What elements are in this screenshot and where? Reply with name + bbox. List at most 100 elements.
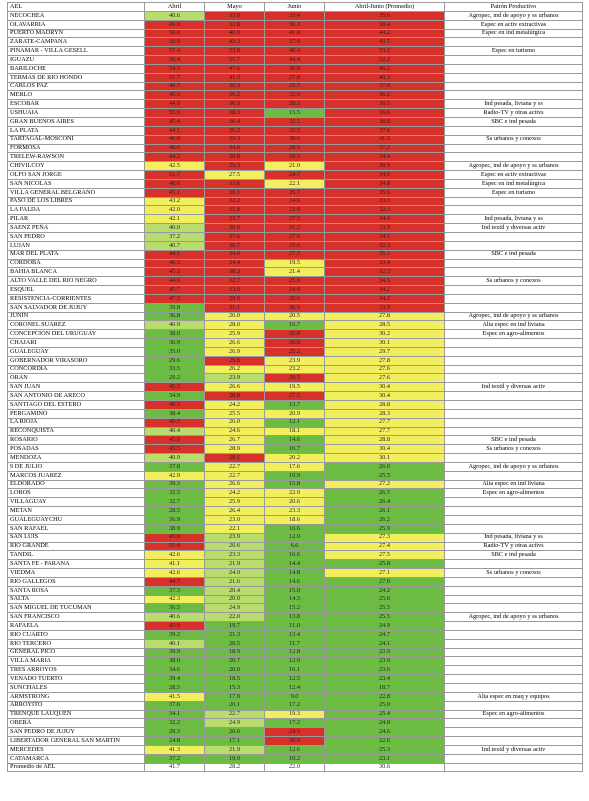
ael-name-cell: SAN ANTONIO DE ARECO: [7, 391, 145, 402]
junio-cell: 23.3: [264, 506, 325, 516]
pattern-cell: Agropec, ind de apoyo y ss urbanos: [444, 612, 583, 623]
table-row: CORDOBA 46.3 34.4 19.5 33.4: [7, 258, 583, 269]
table-row: SAN NICOLAS 48.6 33.6 22.1 34.8 Espec en ind …: [7, 178, 583, 189]
pattern-cell: [444, 72, 583, 83]
abril-cell: 46.3: [144, 258, 205, 269]
junio-cell: 15.0: [264, 585, 325, 596]
table-row: 9 DE JULIO 37.8 22.7 17.6 26.0 Agropec, ind d…: [7, 461, 583, 472]
pattern-cell: Alta espec en ind liviana: [444, 320, 583, 331]
abril-cell: 28.3: [144, 727, 205, 738]
pattern-cell: Agropec, ind de apoyo y ss urbanos: [444, 161, 583, 172]
junio-cell: 21.0: [264, 161, 325, 172]
junio-cell: 17.2: [264, 718, 325, 729]
pattern-cell: Ind textil y diversas activ: [444, 382, 583, 393]
promedio-cell: 33.9: [324, 302, 445, 313]
abril-cell: 45.0: [144, 90, 205, 101]
mayo-cell: 25.9: [204, 497, 265, 508]
mayo-cell: 40.9: [204, 28, 265, 39]
pattern-cell: [444, 400, 583, 410]
promedio-cell: 27.5: [324, 550, 445, 561]
ael-name-cell: GOBERNADOR VIRASORO: [7, 355, 145, 366]
mayo-cell: 31.8: [204, 205, 265, 216]
table-row: OLFO SAN JORGE 51.7 27.5 24.7 34.6 Espec en a…: [7, 170, 583, 180]
table-row: GUALEGUAY 35.0 26.9 25.2 29.7: [7, 346, 583, 357]
junio-cell: 30.9: [264, 302, 325, 313]
pattern-cell: [444, 700, 583, 711]
pattern-cell: [444, 621, 583, 631]
table-row: SANTA FE - PARANA 41.1 21.9 14.4 25.8: [7, 559, 583, 570]
ael-name-cell: TANDIL: [7, 550, 145, 561]
mayo-cell: 24.6: [204, 426, 265, 437]
ael-name-cell: 9 DE JULIO: [7, 461, 145, 472]
junio-cell: 13.4: [264, 629, 325, 640]
junio-cell: 24.9: [264, 727, 325, 738]
pattern-cell: [444, 196, 583, 207]
table-row: MARCOS JUAREZ 42.9 22.7 10.9 25.5: [7, 470, 583, 481]
pattern-cell: Espec en ind metalúrgica: [444, 28, 583, 39]
abril-cell: 28.5: [144, 683, 205, 693]
junio-cell: 18.1: [264, 426, 325, 437]
junio-cell: 20.2: [264, 453, 325, 463]
junio-cell: 11.7: [264, 638, 325, 649]
pattern-cell: [444, 576, 583, 587]
pattern-cell: Espec en turismo: [444, 46, 583, 57]
table-row: MERLO 45.0 30.2 32.9 36.2: [7, 90, 583, 101]
ael-name-cell: SANTIAGO DEL ESTERO: [7, 400, 145, 410]
ael-name-cell: ZARATE-CAMPANA: [7, 37, 145, 48]
promedio-cell: 27.8: [324, 355, 445, 366]
average-row: Promedio de AEL 41.7 28.2 22.0 30.6: [7, 762, 583, 773]
promedio-cell: 27.0: [324, 576, 445, 587]
pattern-cell: [444, 90, 583, 101]
abril-cell: 44.2: [144, 152, 205, 163]
promedio-cell: 23.9: [324, 656, 445, 667]
pattern-cell: Alta espec en ind liviana: [444, 479, 583, 490]
ael-name-cell: CATAMARCA: [7, 753, 145, 764]
promedio-cell: 28.3: [324, 408, 445, 419]
ael-name-cell: CORDOBA: [7, 258, 145, 269]
abril-cell: 32.5: [144, 488, 205, 499]
table-row: TERMAS DE RIO HONDO 51.7 41.3 27.8 40.3: [7, 72, 583, 83]
promedio-cell: 36.5: [324, 99, 445, 110]
promedio-cell: 34.5: [324, 276, 445, 287]
pattern-cell: [444, 594, 583, 605]
ael-name-cell: FORMOSA: [7, 143, 145, 154]
junio-cell: 9.0: [264, 691, 325, 702]
ael-name-cell: VIEDMA: [7, 568, 145, 578]
ael-name-cell: SAN NICOLAS: [7, 178, 145, 189]
abril-cell: 40.1: [144, 638, 205, 649]
pattern-cell: Ss urbanos y conexos: [444, 134, 583, 145]
average-value-cell: 41.7: [144, 762, 205, 773]
mayo-cell: 26.6: [204, 338, 265, 348]
abril-cell: 41.5: [144, 691, 205, 702]
pattern-cell: [444, 152, 583, 163]
pattern-cell: [444, 417, 583, 428]
ael-name-cell: RIO GRANDE: [7, 541, 145, 552]
junio-cell: 26.0: [264, 736, 325, 746]
ael-name-cell: ESCOBAR: [7, 99, 145, 110]
promedio-cell: 26.2: [324, 514, 445, 525]
abril-cell: 40.7: [144, 240, 205, 251]
ael-name-cell: SAN MIGUEL DE TUCUMAN: [7, 603, 145, 614]
promedio-cell: 25.9: [324, 523, 445, 534]
header-promedio: Abril-Junio (Promedio): [324, 2, 445, 12]
pattern-cell: [444, 55, 583, 65]
mayo-cell: 26.0: [204, 417, 265, 428]
pattern-cell: [444, 373, 583, 384]
promedio-cell: 27.7: [324, 426, 445, 437]
table-row: RECONQUISTA 40.4 24.6 18.1 27.7: [7, 426, 583, 437]
pattern-cell: [444, 346, 583, 357]
mayo-cell: 29.3: [204, 161, 265, 172]
promedio-cell: 30.9: [324, 161, 445, 172]
promedio-cell: 24.2: [324, 585, 445, 596]
table-row: GRAN BUENOS AIRES 45.4 36.4 32.1 38.0 SBC e i…: [7, 117, 583, 127]
promedio-cell: 34.4: [324, 214, 445, 225]
junio-cell: 20.5: [264, 311, 325, 322]
ael-name-cell: ORAN: [7, 373, 145, 384]
mayo-cell: 23.9: [204, 373, 265, 384]
pattern-cell: [444, 585, 583, 596]
promedio-cell: 43.7: [324, 37, 445, 48]
ael-name-cell: SAN PEDRO: [7, 231, 145, 242]
promedio-cell: 27.4: [324, 541, 445, 552]
table-row: VILLA MARIA 38.0 20.7 12.9 23.9: [7, 656, 583, 667]
table-row: PASO DE LOS LIBRES 43.2 32.2 24.6 33.3: [7, 196, 583, 207]
